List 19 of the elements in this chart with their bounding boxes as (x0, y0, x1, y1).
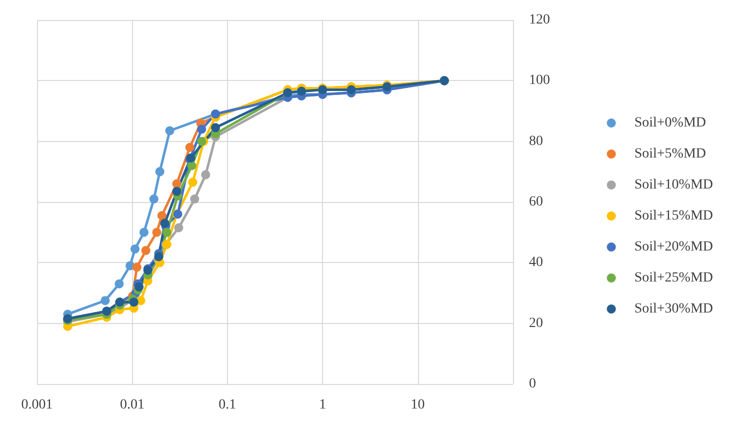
y-tick-label: 80 (529, 134, 543, 149)
x-tick-label: 0.01 (120, 398, 144, 412)
y-tick-label: 0 (529, 376, 536, 392)
x-tick-label: 1 (319, 398, 326, 412)
y-tick-label: 40 (529, 255, 543, 270)
y-tick-label: 100 (529, 73, 550, 88)
legend-label: Soil+20%MD (634, 240, 714, 254)
legend-label: Soil+30%MD (634, 302, 714, 316)
legend-label: Soil+25%MD (634, 270, 714, 286)
y-tick-label: 20 (529, 316, 543, 331)
y-tick-label: 60 (529, 194, 543, 210)
x-tick-label: 0.1 (218, 398, 236, 412)
x-tick-label: 10 (410, 398, 425, 412)
legend-label: Soil+0%MD (634, 116, 706, 130)
legend-label: Soil+5%MD (634, 146, 706, 162)
legend-label: Soil+10%MD (634, 178, 714, 192)
y-tick-label: 120 (529, 12, 550, 28)
x-tick-label: 0.001 (21, 398, 53, 412)
legend-label: Soil+15%MD (634, 208, 714, 224)
